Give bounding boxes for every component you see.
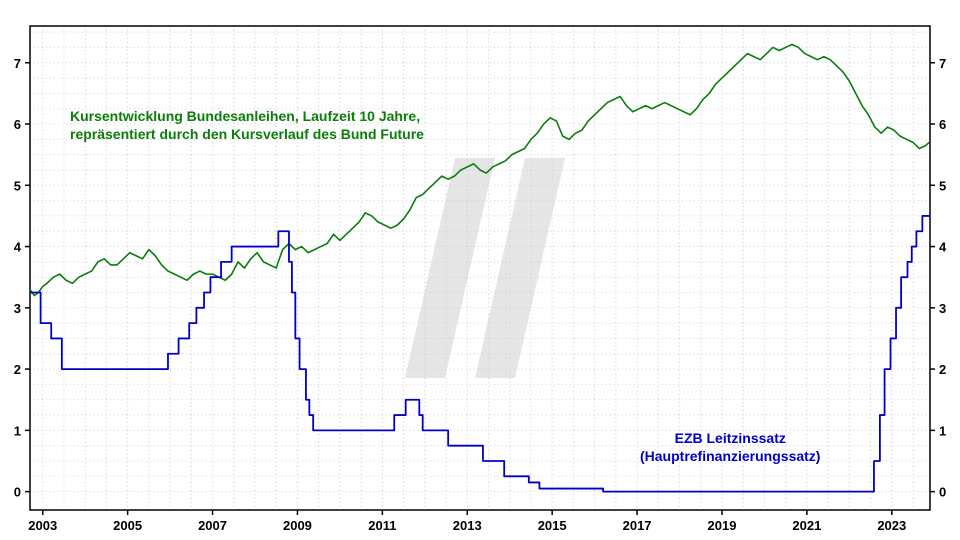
svg-text:2007: 2007 xyxy=(198,518,227,533)
svg-text:2011: 2011 xyxy=(368,518,396,533)
svg-text:2005: 2005 xyxy=(113,518,142,533)
svg-text:2019: 2019 xyxy=(708,518,737,533)
svg-text:0: 0 xyxy=(939,485,946,500)
svg-text:3: 3 xyxy=(14,301,21,316)
series-ezb-annotation: EZB Leitzinssatz(Hauptrefinanzierungssat… xyxy=(640,430,820,465)
svg-text:2009: 2009 xyxy=(283,518,312,533)
chart-container: .Hauptrefinanzierung (Offenm.) / Europ. … xyxy=(0,0,960,540)
svg-text:2003: 2003 xyxy=(28,518,57,533)
svg-text:1: 1 xyxy=(14,423,21,438)
svg-text:6: 6 xyxy=(14,117,21,132)
svg-text:3: 3 xyxy=(939,301,946,316)
svg-text:2013: 2013 xyxy=(453,518,482,533)
svg-text:7: 7 xyxy=(14,56,21,71)
svg-text:7: 7 xyxy=(939,56,946,71)
svg-text:6: 6 xyxy=(939,117,946,132)
svg-text:2021: 2021 xyxy=(792,518,821,533)
svg-text:2: 2 xyxy=(14,362,21,377)
svg-text:5: 5 xyxy=(939,178,946,193)
series-bund-annotation: Kursentwicklung Bundesanleihen, Laufzeit… xyxy=(70,108,424,143)
svg-text:2015: 2015 xyxy=(538,518,567,533)
svg-text:4: 4 xyxy=(939,240,947,255)
svg-text:4: 4 xyxy=(14,240,22,255)
svg-text:2: 2 xyxy=(939,362,946,377)
svg-text:0: 0 xyxy=(14,485,21,500)
svg-text:5: 5 xyxy=(14,178,21,193)
svg-text:2017: 2017 xyxy=(623,518,652,533)
svg-text:2023: 2023 xyxy=(877,518,906,533)
svg-text:1: 1 xyxy=(939,423,946,438)
